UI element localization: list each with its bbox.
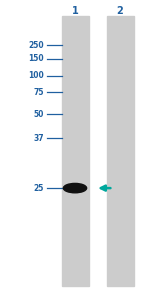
Ellipse shape [63,183,87,193]
Text: 25: 25 [34,184,44,193]
Text: 100: 100 [28,71,44,80]
Text: 1: 1 [72,6,78,16]
Text: 250: 250 [29,41,44,50]
Text: 2: 2 [117,6,123,16]
Text: 150: 150 [29,54,44,63]
Bar [61,16,88,286]
Text: 75: 75 [34,88,44,97]
Text: 37: 37 [34,134,44,143]
Text: 50: 50 [34,110,44,119]
Bar [106,16,134,286]
